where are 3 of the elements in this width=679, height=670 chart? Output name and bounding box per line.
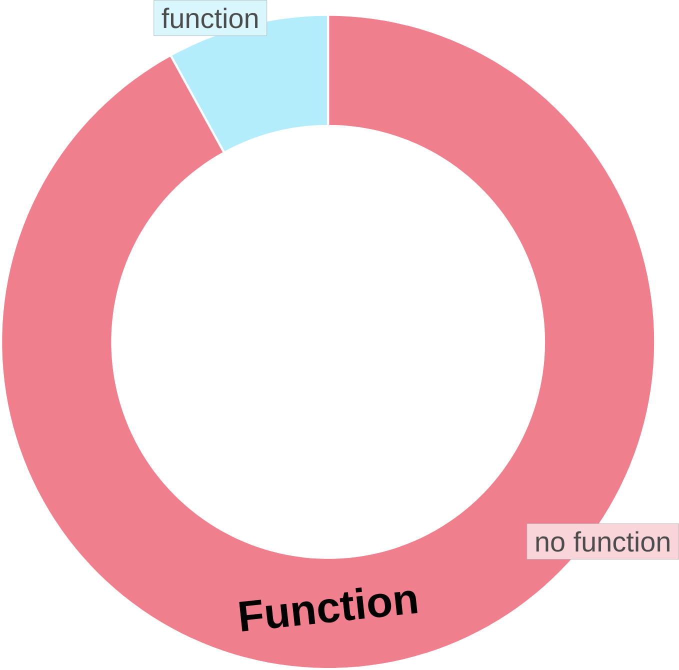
text: Function xyxy=(239,587,418,632)
slice-label: function xyxy=(162,8,258,28)
slice-label: no function xyxy=(536,531,670,552)
